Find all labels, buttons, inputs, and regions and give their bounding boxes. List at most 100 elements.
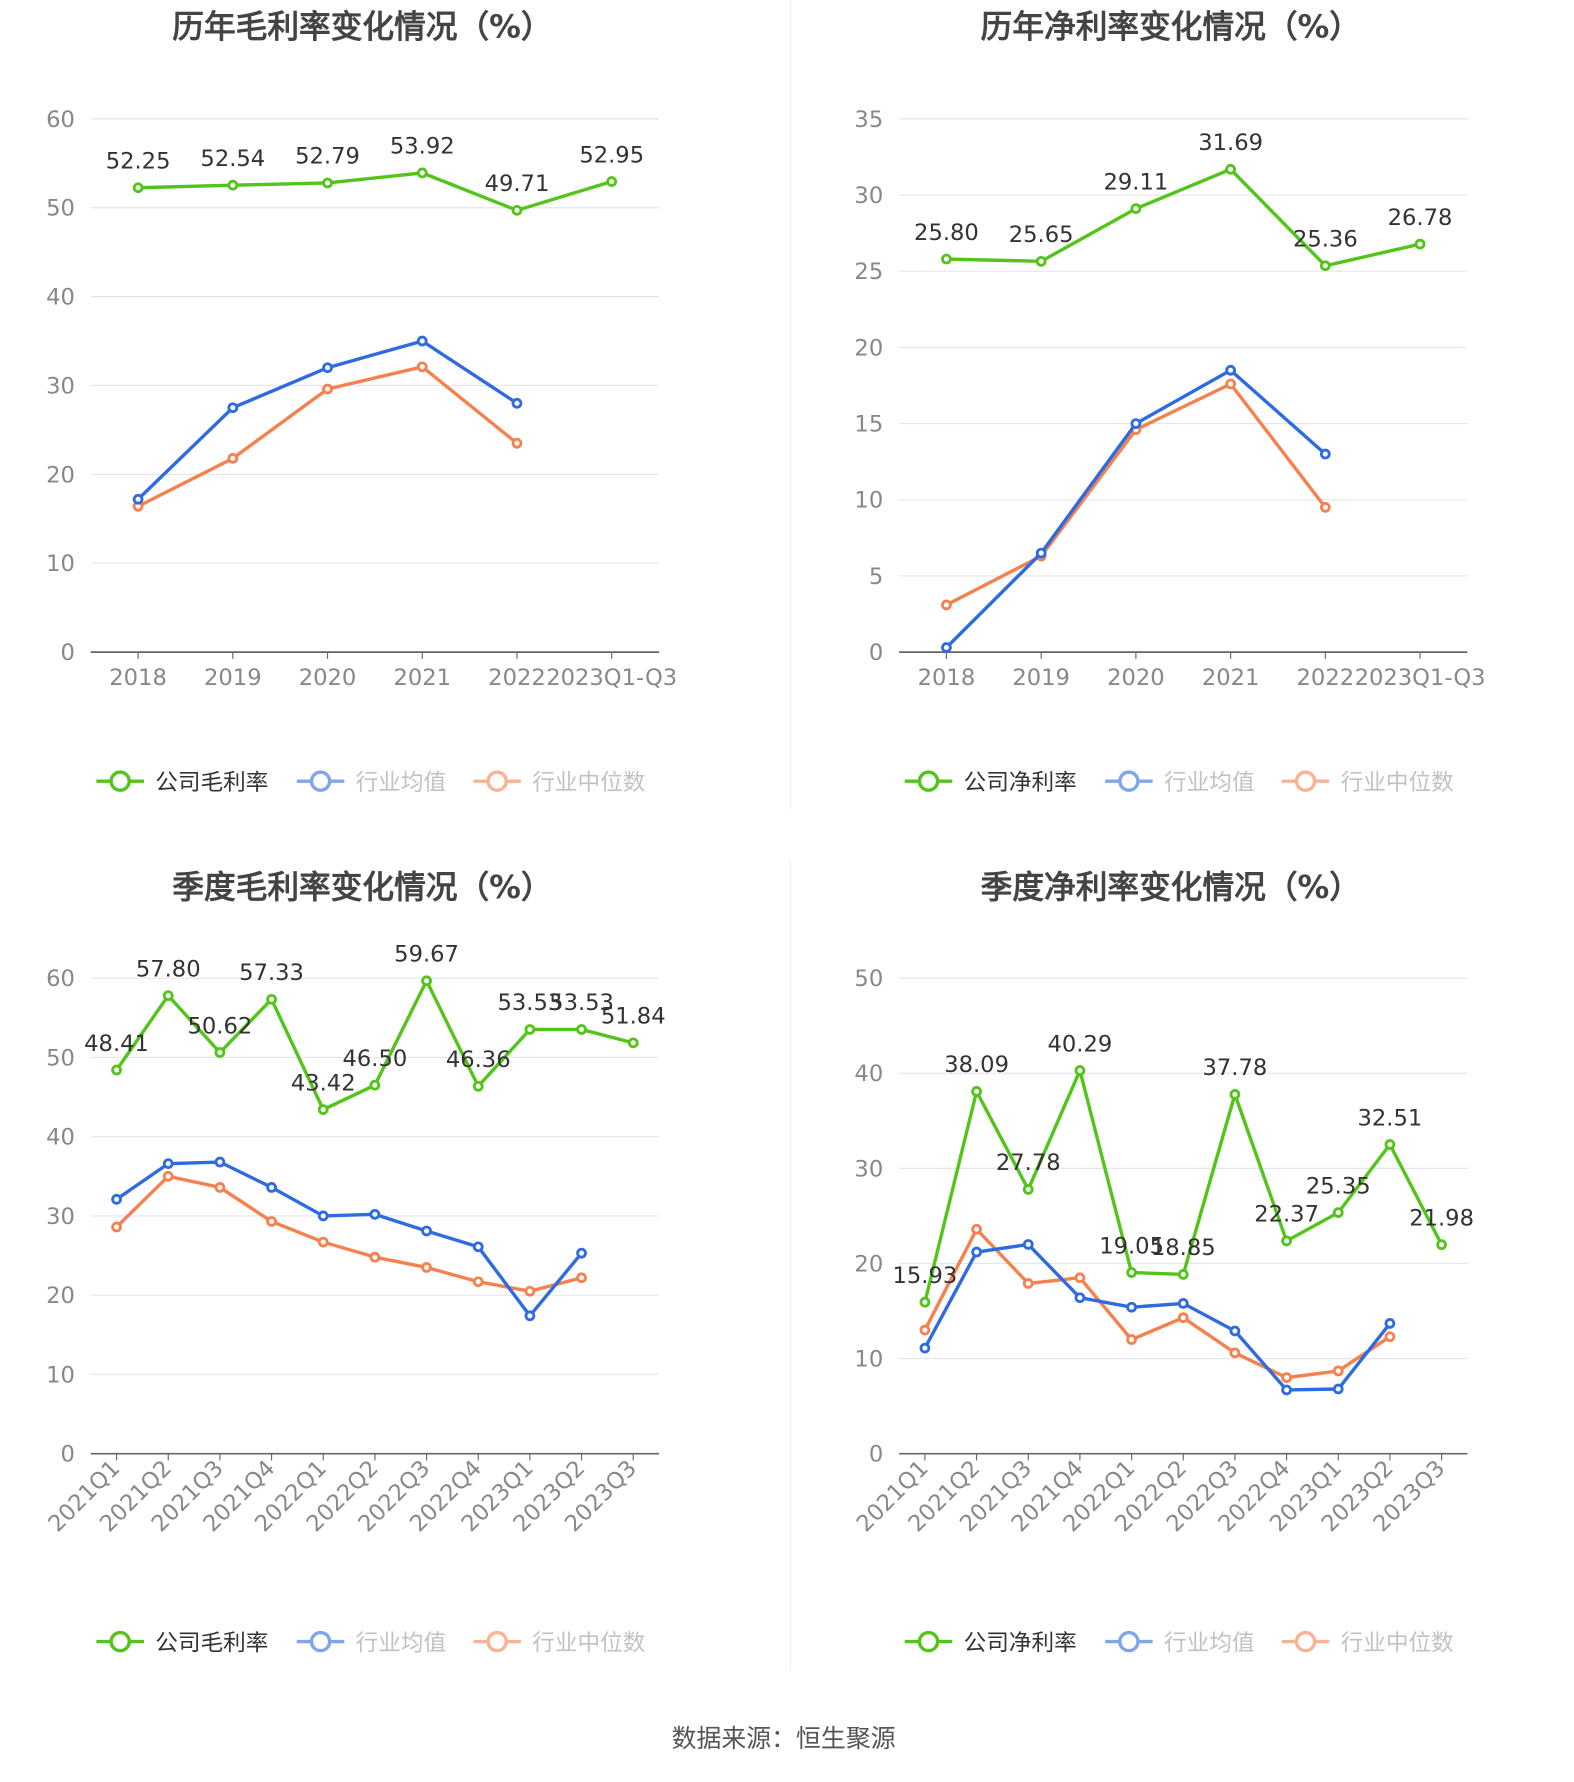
- data-point[interactable]: [111, 1193, 122, 1205]
- data-point[interactable]: [1384, 1318, 1396, 1329]
- data-point[interactable]: [1130, 203, 1142, 214]
- legend-item-company[interactable]: 公司净利率: [904, 770, 1077, 796]
- data-point[interactable]: [322, 177, 333, 189]
- data-point[interactable]: [627, 1037, 639, 1049]
- data-point[interactable]: [1022, 1278, 1034, 1289]
- data-point[interactable]: [1225, 364, 1236, 376]
- data-point[interactable]: [266, 993, 277, 1005]
- data-point[interactable]: [919, 1342, 931, 1354]
- data-point[interactable]: [162, 990, 174, 1001]
- data-point[interactable]: [369, 1251, 381, 1263]
- data-point[interactable]: [421, 975, 432, 987]
- data-point[interactable]: [1126, 1301, 1137, 1313]
- data-point[interactable]: [1319, 260, 1331, 272]
- legend-item-median[interactable]: 行业中位数: [1281, 1631, 1454, 1657]
- data-point[interactable]: [941, 642, 952, 653]
- data-point[interactable]: [1225, 163, 1236, 175]
- data-point[interactable]: [322, 362, 333, 374]
- data-point[interactable]: [214, 1047, 226, 1058]
- data-point[interactable]: [524, 1024, 536, 1035]
- data-point[interactable]: [416, 167, 428, 179]
- data-point[interactable]: [1332, 1365, 1344, 1377]
- data-point[interactable]: [971, 1223, 982, 1235]
- data-point[interactable]: [1436, 1239, 1447, 1251]
- data-point[interactable]: [1126, 1267, 1137, 1278]
- data-point[interactable]: [941, 253, 952, 265]
- data-point[interactable]: [1332, 1207, 1344, 1218]
- data-point[interactable]: [416, 335, 428, 347]
- data-point[interactable]: [1177, 1269, 1189, 1280]
- legend-item-median[interactable]: 行业中位数: [1281, 770, 1454, 796]
- data-point[interactable]: [369, 1208, 381, 1220]
- data-point[interactable]: [472, 1241, 484, 1253]
- data-point[interactable]: [1332, 1383, 1344, 1395]
- legend-item-company[interactable]: 公司毛利率: [96, 1631, 268, 1657]
- data-point[interactable]: [1126, 1334, 1137, 1345]
- data-point[interactable]: [576, 1024, 587, 1035]
- data-point[interactable]: [1229, 1347, 1241, 1359]
- data-point[interactable]: [1035, 547, 1047, 559]
- legend-item-company[interactable]: 公司毛利率: [96, 770, 268, 796]
- data-point[interactable]: [971, 1246, 982, 1258]
- data-point[interactable]: [1281, 1235, 1292, 1247]
- data-point[interactable]: [227, 179, 239, 191]
- data-point[interactable]: [1414, 238, 1426, 250]
- data-point[interactable]: [1074, 1272, 1086, 1284]
- data-point[interactable]: [919, 1296, 931, 1308]
- data-point[interactable]: [1074, 1065, 1086, 1076]
- data-point[interactable]: [132, 493, 144, 505]
- data-point[interactable]: [1177, 1298, 1189, 1309]
- data-point[interactable]: [227, 452, 239, 464]
- data-point[interactable]: [317, 1236, 329, 1248]
- legend-item-median[interactable]: 行业中位数: [473, 1631, 645, 1657]
- data-point[interactable]: [1384, 1331, 1396, 1343]
- data-point[interactable]: [1281, 1372, 1292, 1383]
- data-point[interactable]: [971, 1086, 982, 1097]
- data-point[interactable]: [1229, 1089, 1241, 1100]
- legend-item-avg[interactable]: 行业均值: [1105, 1631, 1255, 1657]
- data-point[interactable]: [511, 437, 523, 449]
- legend-item-avg[interactable]: 行业均值: [1105, 770, 1255, 796]
- data-point[interactable]: [317, 1210, 329, 1222]
- data-point[interactable]: [132, 182, 144, 194]
- data-point[interactable]: [941, 599, 952, 611]
- data-point[interactable]: [472, 1276, 484, 1288]
- data-point[interactable]: [1130, 418, 1142, 429]
- data-point[interactable]: [111, 1064, 122, 1076]
- data-point[interactable]: [266, 1182, 277, 1193]
- data-point[interactable]: [111, 1221, 122, 1233]
- data-point[interactable]: [606, 176, 618, 187]
- data-point[interactable]: [576, 1247, 587, 1259]
- data-point[interactable]: [472, 1080, 484, 1092]
- data-point[interactable]: [524, 1285, 536, 1297]
- data-point[interactable]: [1319, 448, 1331, 460]
- data-point[interactable]: [317, 1104, 329, 1115]
- data-point[interactable]: [214, 1182, 226, 1193]
- data-point[interactable]: [162, 1158, 174, 1169]
- legend-item-avg[interactable]: 行业均值: [296, 1631, 446, 1657]
- data-point[interactable]: [214, 1156, 226, 1168]
- legend-item-median[interactable]: 行业中位数: [473, 770, 645, 796]
- data-point[interactable]: [576, 1272, 587, 1284]
- data-point[interactable]: [511, 204, 523, 216]
- data-point[interactable]: [1319, 502, 1331, 513]
- data-point[interactable]: [919, 1324, 931, 1336]
- data-point[interactable]: [1022, 1239, 1034, 1250]
- data-point[interactable]: [162, 1170, 174, 1182]
- legend-item-avg[interactable]: 行业均值: [296, 770, 446, 796]
- data-point[interactable]: [416, 361, 428, 373]
- data-point[interactable]: [421, 1262, 432, 1273]
- data-point[interactable]: [322, 383, 333, 395]
- data-point[interactable]: [369, 1079, 381, 1091]
- data-point[interactable]: [1229, 1325, 1241, 1337]
- data-point[interactable]: [421, 1225, 432, 1237]
- data-point[interactable]: [1074, 1292, 1086, 1304]
- data-point[interactable]: [524, 1310, 536, 1322]
- data-point[interactable]: [1035, 255, 1047, 267]
- data-point[interactable]: [511, 397, 523, 409]
- data-point[interactable]: [1177, 1312, 1189, 1324]
- data-point[interactable]: [1281, 1384, 1292, 1396]
- data-point[interactable]: [227, 402, 239, 414]
- data-point[interactable]: [1225, 378, 1236, 390]
- data-point[interactable]: [1022, 1184, 1034, 1195]
